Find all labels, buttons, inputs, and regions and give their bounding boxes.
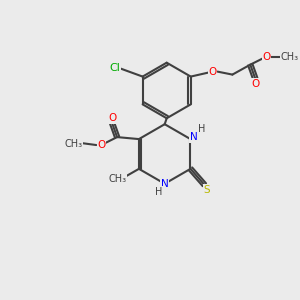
Text: O: O <box>108 113 116 123</box>
Text: S: S <box>203 185 210 195</box>
Text: CH₃: CH₃ <box>64 139 82 149</box>
Text: CH₃: CH₃ <box>281 52 299 62</box>
Text: H: H <box>155 187 162 197</box>
Text: O: O <box>97 140 105 150</box>
Text: N: N <box>190 132 197 142</box>
Text: O: O <box>262 52 270 62</box>
Text: O: O <box>208 67 217 76</box>
Text: CH₃: CH₃ <box>108 174 126 184</box>
Text: H: H <box>198 124 205 134</box>
Text: N: N <box>161 179 169 189</box>
Text: Cl: Cl <box>110 63 120 73</box>
Text: O: O <box>251 79 260 88</box>
